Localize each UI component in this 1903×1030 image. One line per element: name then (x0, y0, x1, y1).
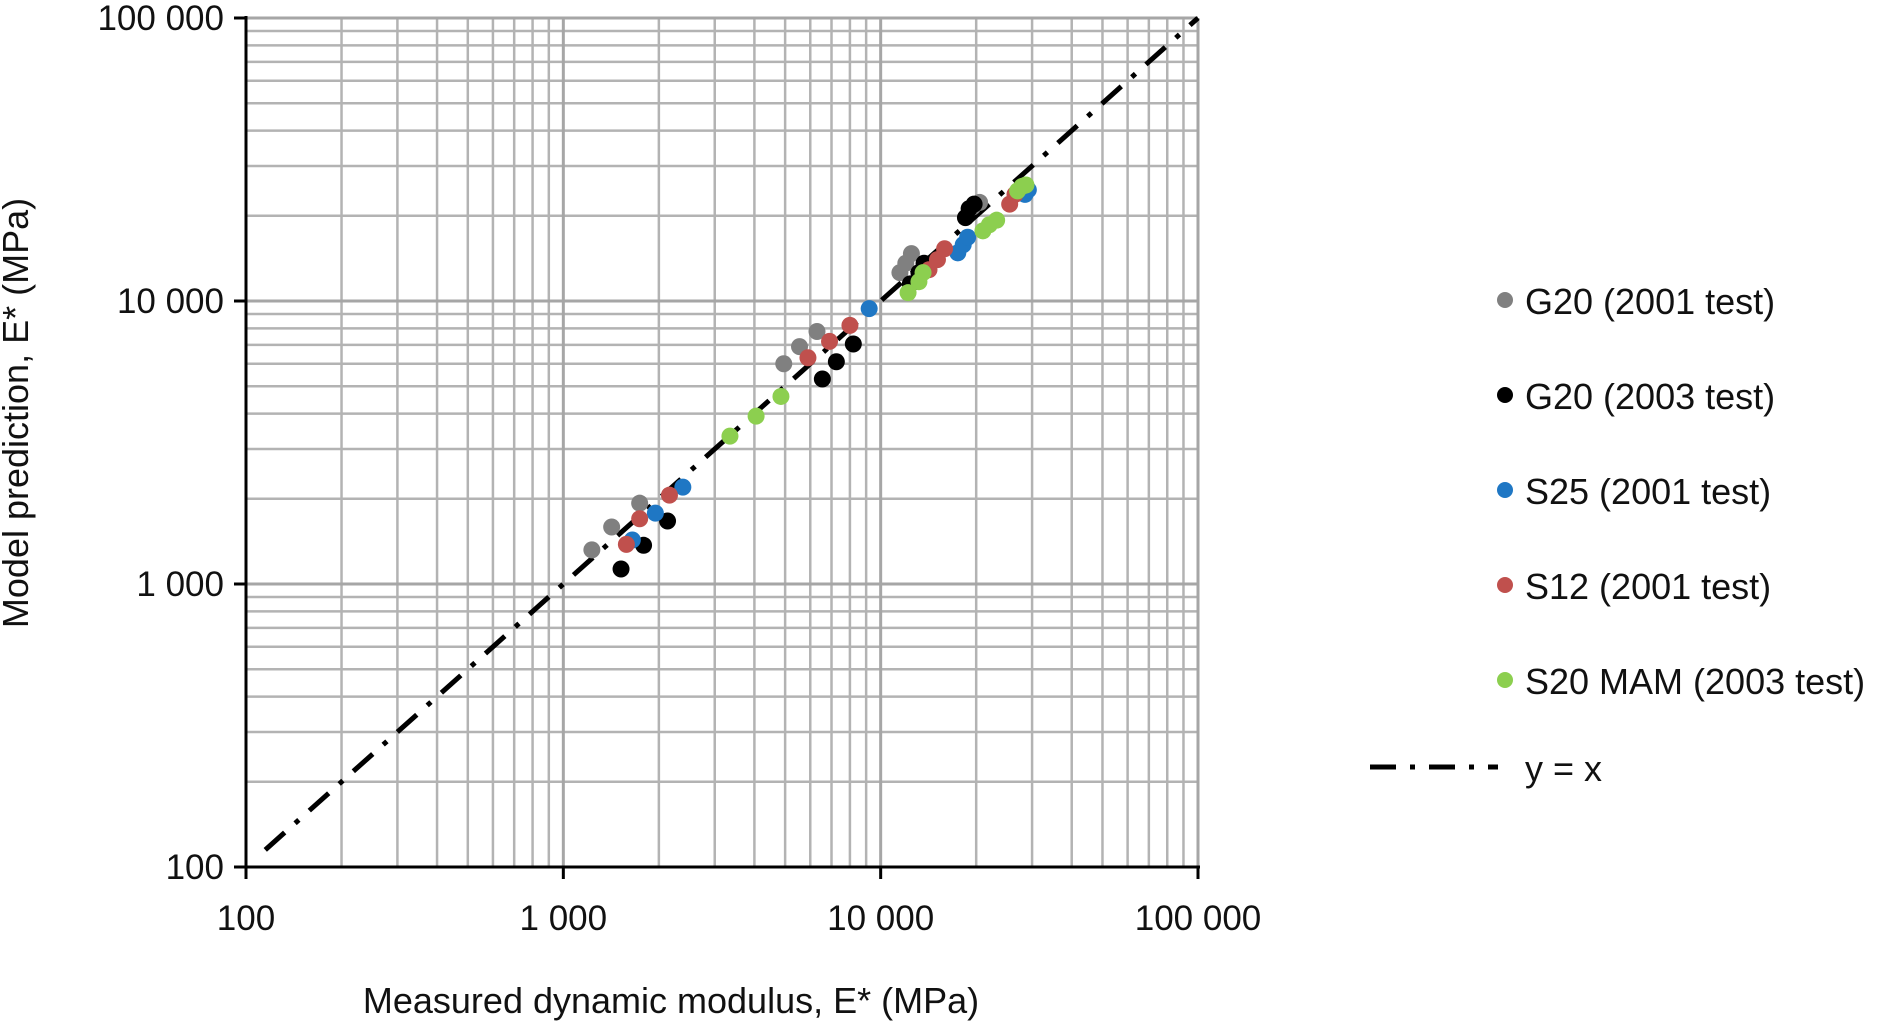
data-point (603, 518, 621, 536)
data-point (914, 264, 932, 282)
data-point (617, 535, 635, 553)
data-point (841, 316, 859, 334)
data-point (899, 284, 917, 302)
data-point (583, 541, 601, 559)
data-point (612, 560, 630, 578)
legend-label: S25 (2001 test) (1525, 471, 1771, 512)
data-point (821, 332, 839, 350)
x-axis-label: Measured dynamic modulus, E* (MPa) (363, 980, 979, 1021)
y-tick-label: 10 000 (117, 282, 224, 321)
x-tick-label: 1 000 (520, 899, 608, 938)
legend: G20 (2001 test) G20 (2003 test) S25 (2001 … (1370, 281, 1865, 789)
data-point (772, 387, 790, 405)
y-axis-label: Model prediction, E* (MPa) (0, 198, 36, 628)
data-point (959, 228, 977, 246)
legend-marker (1497, 387, 1513, 403)
legend-label: S12 (2001 test) (1525, 566, 1771, 607)
y-tick-label: 100 (166, 848, 224, 887)
data-point (660, 486, 678, 504)
grid-lines (244, 16, 1200, 869)
data-point (775, 355, 793, 373)
y-tick-label: 1 000 (136, 565, 224, 604)
data-point (631, 510, 649, 528)
data-point (860, 300, 878, 318)
data-point (902, 245, 920, 263)
tick-labels: 100 1 000 10 000 100 000 100 1 000 10 000 100 0… (97, 0, 1261, 938)
data-point (813, 370, 831, 388)
legend-label: y = x (1525, 748, 1602, 789)
data-point (674, 478, 692, 496)
legend-marker (1497, 292, 1513, 308)
data-point (936, 240, 954, 258)
data-point (721, 427, 739, 445)
data-point (827, 353, 845, 371)
data-point (659, 512, 677, 530)
x-tick-label: 100 (217, 899, 275, 938)
data-point (799, 349, 817, 367)
legend-label: S20 MAM (2003 test) (1525, 661, 1865, 702)
data-point (965, 195, 983, 213)
data-point (988, 211, 1006, 229)
legend-marker (1497, 482, 1513, 498)
data-point (646, 504, 664, 522)
legend-label: G20 (2003 test) (1525, 376, 1775, 417)
data-point (747, 407, 765, 425)
y-tick-label: 100 000 (97, 0, 224, 38)
x-tick-label: 10 000 (827, 899, 934, 938)
data-points (583, 176, 1037, 578)
axes (234, 16, 1200, 879)
data-point (631, 494, 649, 512)
data-point (844, 335, 862, 353)
x-tick-label: 100 000 (1135, 899, 1262, 938)
legend-label: G20 (2001 test) (1525, 281, 1775, 322)
legend-marker (1497, 672, 1513, 688)
data-point (808, 323, 826, 341)
data-point (1017, 176, 1035, 194)
legend-marker (1497, 577, 1513, 593)
